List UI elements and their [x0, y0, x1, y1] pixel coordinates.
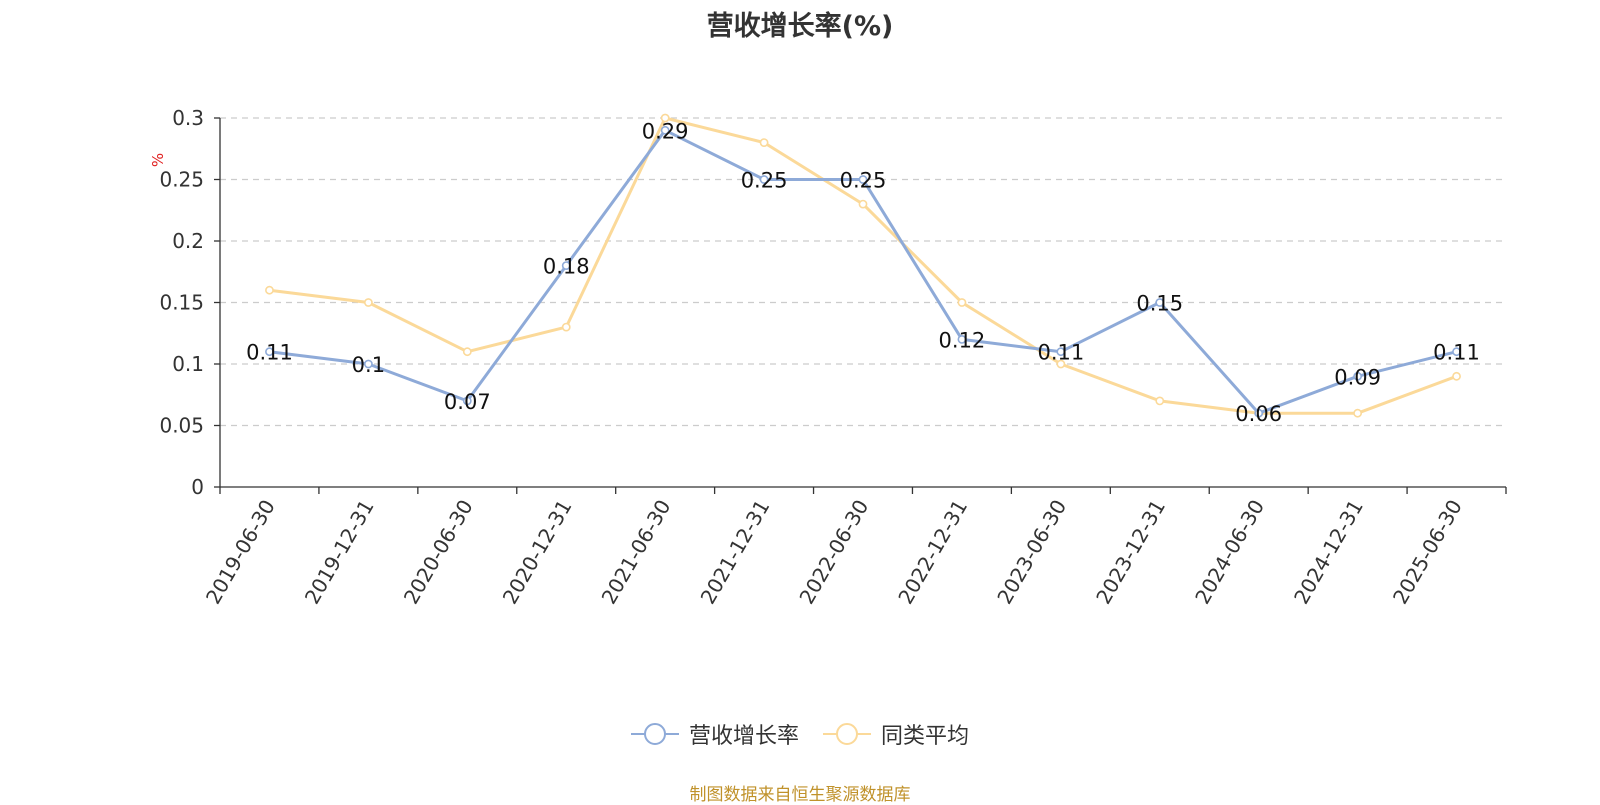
- x-tick-label: 2023-06-30: [992, 496, 1071, 609]
- x-tick-label: 2021-06-30: [597, 496, 676, 609]
- x-tick-label: 2025-06-30: [1388, 496, 1467, 609]
- data-point: [1155, 298, 1165, 307]
- data-point: [759, 175, 769, 184]
- data-point: [363, 298, 373, 307]
- data-point: [1353, 408, 1363, 418]
- chart-title: 营收增长率(%): [706, 11, 894, 42]
- y-tick-label: 0.3: [172, 106, 204, 130]
- x-tick-label: 2023-12-31: [1091, 496, 1170, 609]
- data-label: 0.12: [939, 328, 986, 352]
- data-point: [759, 138, 769, 147]
- data-point: [660, 125, 670, 135]
- data-label: 0.1: [352, 353, 385, 377]
- y-tick-label: 0.25: [159, 168, 204, 192]
- data-point: [858, 199, 868, 209]
- source-note: 制图数据来自恒生聚源数据库: [689, 785, 911, 805]
- legend-entry[interactable]: 同类平均: [823, 718, 969, 750]
- data-point: [660, 113, 670, 123]
- legend: 营收增长率 同类平均: [0, 718, 1600, 750]
- series-lines: [265, 113, 1461, 418]
- x-tick-label: 2020-06-30: [399, 496, 478, 609]
- data-point: [1056, 347, 1066, 357]
- legend-swatch: [823, 723, 871, 745]
- legend-swatch-marker: [836, 723, 858, 745]
- legend-label: 营收增长率: [688, 724, 799, 749]
- legend-swatch: [630, 723, 679, 745]
- data-point: [957, 298, 967, 307]
- data-label: 0.11: [1433, 341, 1480, 365]
- data-label: 0.18: [543, 255, 590, 279]
- data-label: 0.07: [444, 390, 491, 414]
- data-point: [1452, 347, 1461, 357]
- data-label: 0.29: [642, 119, 689, 143]
- data-point: [462, 396, 472, 406]
- data-label: 0.11: [1037, 341, 1084, 365]
- x-tick-label: 2022-12-31: [893, 496, 972, 609]
- data-point: [462, 347, 472, 357]
- data-label: 0.06: [1235, 402, 1282, 426]
- x-tick-label: 2019-06-30: [201, 496, 280, 609]
- data-label: 0.25: [840, 169, 887, 193]
- data-point: [1254, 408, 1264, 418]
- data-label: 0.11: [246, 341, 293, 365]
- data-point: [265, 285, 274, 295]
- data-point: [957, 334, 967, 344]
- x-tick-label: 2021-12-31: [696, 496, 775, 609]
- y-tick-label: 0.15: [159, 291, 204, 315]
- data-label: 0.15: [1136, 292, 1183, 316]
- y-axis-unit: %: [149, 153, 167, 167]
- legend-label: 同类平均: [881, 724, 970, 749]
- data-point: [1452, 371, 1461, 381]
- data-point: [363, 359, 373, 369]
- grid-lines: [220, 117, 1506, 427]
- data-label: 0.09: [1334, 365, 1381, 389]
- data-point: [561, 261, 571, 270]
- data-point: [1353, 371, 1363, 381]
- legend-entry[interactable]: 营收增长率: [630, 718, 799, 750]
- data-labels: 0.11 0.1 0.07 0.18 0.29 0.25 0.25 0.12 0.11 0.15 0…: [246, 119, 1480, 426]
- x-tick-label: 2022-06-30: [794, 496, 873, 609]
- y-tick-label: 0.1: [172, 352, 204, 376]
- y-tick-label: 0: [191, 475, 204, 499]
- data-label: 0.25: [741, 169, 788, 193]
- x-tick-label: 2020-12-31: [498, 496, 577, 609]
- x-tick-label: 2024-12-31: [1289, 496, 1368, 609]
- data-point: [1056, 359, 1066, 369]
- data-point: [1155, 396, 1165, 406]
- series-line: [269, 116, 1458, 415]
- legend-swatch-marker: [643, 723, 666, 745]
- data-point: [858, 175, 868, 184]
- x-tick-label: 2019-12-31: [300, 496, 379, 609]
- x-tick-label: 2024-06-30: [1190, 496, 1269, 609]
- data-point: [561, 322, 571, 332]
- data-point: [265, 347, 274, 357]
- y-tick-label: 0.05: [159, 414, 204, 438]
- y-tick-label: 0.2: [172, 229, 204, 253]
